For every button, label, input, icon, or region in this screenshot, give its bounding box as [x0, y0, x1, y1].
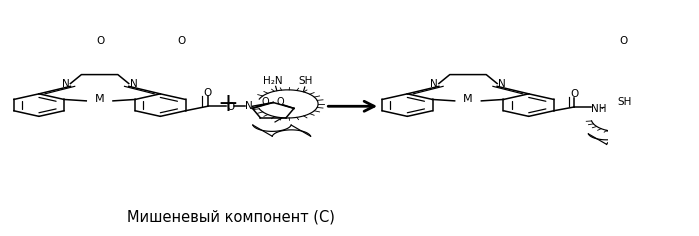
Text: O: O — [570, 89, 578, 99]
Text: O: O — [203, 88, 212, 98]
Text: N: N — [130, 80, 138, 89]
Text: O: O — [620, 36, 628, 46]
Text: +: + — [218, 92, 239, 116]
Text: N: N — [498, 80, 506, 89]
Text: O: O — [226, 102, 235, 112]
Text: M: M — [463, 94, 473, 104]
Text: N: N — [430, 80, 438, 89]
Text: M: M — [95, 94, 104, 104]
Text: O: O — [262, 97, 270, 107]
Text: O: O — [178, 36, 186, 46]
Text: O: O — [96, 36, 105, 46]
Text: O: O — [277, 97, 284, 107]
Text: H₂N: H₂N — [263, 76, 282, 86]
Text: N: N — [245, 101, 253, 111]
Text: SH: SH — [617, 97, 632, 107]
Text: Мишеневый компонент (С): Мишеневый компонент (С) — [127, 209, 336, 224]
Text: N: N — [62, 80, 69, 89]
Text: SH: SH — [298, 76, 313, 86]
Text: NH: NH — [591, 104, 607, 114]
